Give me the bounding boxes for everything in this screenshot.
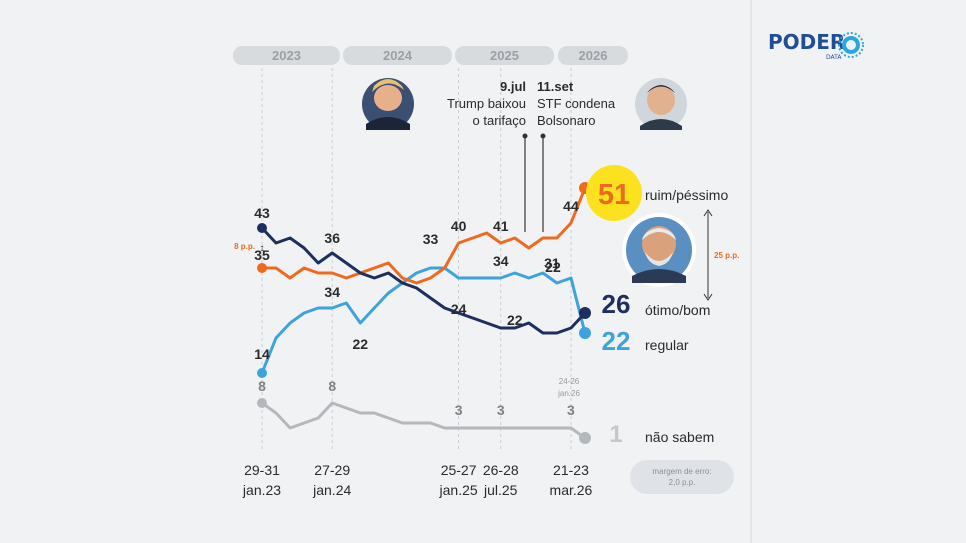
x-tick-label: 21-23 (553, 462, 589, 478)
margin-of-error-badge: margem de erro: 2,0 p.p. (630, 460, 734, 494)
x-tick-label: jul.25 (483, 482, 518, 498)
series-name-label: ruim/péssimo (645, 187, 728, 203)
point-label: 3 (455, 402, 463, 418)
x-tick-label: 27-29 (314, 462, 350, 478)
year-pill (558, 46, 628, 65)
point-label: 3 (497, 402, 505, 418)
year-label: 2024 (383, 48, 413, 63)
series-name-label: regular (645, 337, 689, 353)
trump-portrait (362, 78, 414, 130)
year-label: 2023 (272, 48, 301, 63)
highlight-circle (586, 165, 642, 221)
x-tick-label: 29-31 (244, 462, 280, 478)
x-tick-label: 26-28 (483, 462, 519, 478)
gap-label-left: 8 p.p. (234, 242, 255, 251)
x-tick-label: mar.26 (550, 482, 593, 498)
point-label: 33 (423, 231, 439, 247)
logo-text: PODER (768, 30, 845, 54)
date-guides (261, 68, 572, 452)
x-tick-label: jan.25 (439, 482, 478, 498)
badge-line: 2,0 p.p. (669, 478, 696, 487)
point-label: 3 (567, 402, 575, 418)
point-label: 24 (451, 301, 467, 317)
series-line (260, 266, 587, 375)
point-label: 8 (258, 378, 266, 394)
badge-line: margem de erro: (652, 467, 711, 476)
series-line (260, 401, 587, 440)
event-text: STF condena (537, 96, 616, 111)
end-value-label: 22 (602, 326, 631, 356)
end-value-label: 1 (609, 421, 622, 448)
event-text: Trump baixou (447, 96, 526, 111)
event-text: Bolsonaro (537, 113, 596, 128)
event-date: 9.jul (500, 79, 526, 94)
end-date-line: 24-26 (559, 377, 580, 386)
year-label: 2025 (490, 48, 519, 63)
point-label: 35 (254, 247, 270, 263)
end-date-note: 24-26 jan.26 (557, 377, 580, 398)
series-end-point (579, 307, 591, 319)
series-line (260, 186, 587, 285)
logo-subtext: DATA (826, 54, 842, 61)
year-band: 2023 2024 2025 2026 (233, 46, 628, 65)
x-tick-label: jan.24 (312, 482, 351, 498)
gap-annotation-right: 25 p.p. (703, 209, 739, 301)
year-pill (343, 46, 452, 65)
point-label: 36 (324, 230, 340, 246)
arrow-up-icon (703, 209, 713, 217)
year-label: 2026 (579, 48, 608, 63)
point-label: 40 (451, 218, 467, 234)
point-label: 22 (353, 336, 369, 352)
point-label: 44 (563, 198, 579, 214)
end-date-line: jan.26 (557, 389, 580, 398)
event-marker-dot (540, 133, 546, 139)
point-label: 31 (544, 255, 560, 271)
end-labels: 51 ruim/péssimo 26 ótimo/bom 22 regular 1 não s… (598, 179, 729, 448)
series-start-point (257, 223, 267, 233)
series-start-point (257, 368, 267, 378)
series-end-point (579, 327, 591, 339)
point-label: 14 (254, 346, 270, 362)
series-line (260, 226, 587, 335)
point-label: 8 (328, 378, 336, 394)
x-tick-label: jan.23 (242, 482, 281, 498)
event-marker-dot (522, 133, 528, 139)
x-tick-label: 25-27 (441, 462, 477, 478)
end-value-label: 26 (602, 289, 631, 319)
event-text: o tarifaço (473, 113, 526, 128)
point-label: 34 (493, 253, 509, 269)
point-label: 43 (254, 205, 270, 221)
double-arrow-icon: ↕ (260, 243, 265, 254)
series-end-point (579, 432, 591, 444)
series-start-point (257, 263, 267, 273)
event-trump-tariff: 9.jul Trump baixou o tarifaço (447, 79, 528, 232)
point-label: 41 (493, 218, 509, 234)
gap-annotation-left: 8 p.p. ↕ (234, 242, 264, 254)
badge-bg (630, 460, 734, 494)
series-name-label: não sabem (645, 429, 714, 445)
series-name-label: ótimo/bom (645, 302, 710, 318)
point-label: 34 (324, 284, 340, 300)
logo-sun-icon (838, 32, 864, 58)
x-axis-ticks: 29-31 jan.23 27-29 jan.24 25-27 jan.25 26-28 ju… (242, 462, 593, 498)
point-label: 22 (507, 312, 523, 328)
year-pill (233, 46, 340, 65)
event-date: 11.set (537, 79, 574, 94)
series-start-point (257, 398, 267, 408)
bolsonaro-portrait (635, 78, 687, 130)
gap-label-right: 25 p.p. (714, 251, 739, 260)
arrow-down-icon (703, 293, 713, 301)
lula-portrait (622, 213, 696, 287)
point-label: 22 (545, 259, 561, 275)
event-bolsonaro-conviction: 11.set STF condena Bolsonaro (537, 79, 616, 232)
poderdata-logo: PODER DATA (768, 30, 864, 61)
end-value-label: 51 (598, 179, 630, 211)
year-pill (455, 46, 554, 65)
